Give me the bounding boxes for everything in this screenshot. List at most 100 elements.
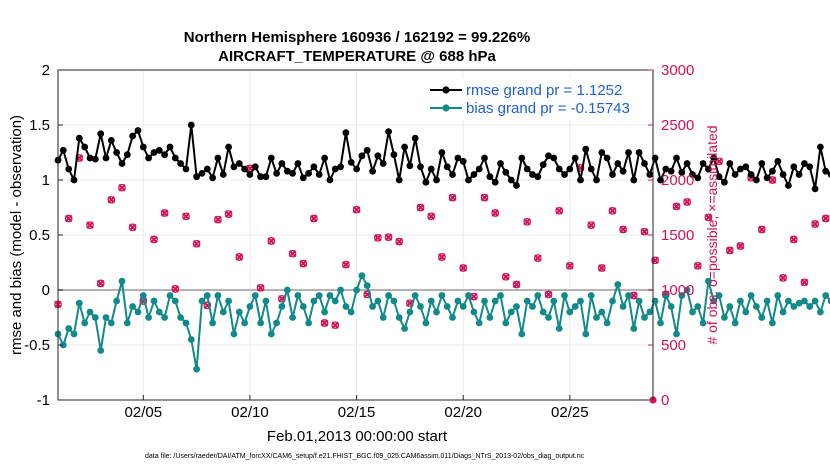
obs-assimilated-marker [288,249,297,258]
rmse-point [294,160,302,167]
rmse-point [502,168,510,176]
rmse-point [278,160,286,167]
obs-assimilated-stroke [374,234,382,242]
obs-possible-marker [672,202,681,211]
bias-point [785,297,792,305]
obs-assimilated-marker [299,259,307,268]
obs-assimilated-marker [96,279,105,288]
bias-point [518,330,526,338]
bias-point [593,314,600,321]
obs-assimilated-marker [726,246,734,255]
y-right-tick-label: 1500 [661,227,694,244]
rmse-point [763,174,771,182]
obs-assimilated-marker [555,207,563,215]
obs-assimilated-marker [150,235,158,244]
bias-point [678,292,686,299]
obs-assimilated-stroke [214,215,222,224]
rmse-point [171,154,179,162]
bias-point [145,314,153,321]
obs-assimilated-marker [438,253,446,261]
rmse-point [91,155,99,163]
obs-assimilated-stroke [182,212,190,221]
rmse-point [438,149,446,156]
rmse-point [566,165,574,173]
x-axis: 02/05 02/10 02/15 02/20 02/25 [125,395,589,421]
rmse-point [427,165,435,173]
obs-assimilated-stroke [107,196,116,204]
bias-point [118,277,126,285]
bias-point [630,325,638,332]
rmse-point [673,154,680,162]
rmse-point [657,176,664,184]
rmse-point [747,171,755,178]
rmse-point [785,182,792,189]
rmse-point [817,143,824,151]
bias-point [97,347,105,354]
rmse-point [230,163,238,171]
obs-possible-marker [619,225,627,234]
rmse-point [193,173,201,181]
obs-assimilated-stroke [310,214,318,223]
obs-assimilated-marker [342,260,350,269]
obs-assimilated-stroke [331,321,339,329]
bias-point [214,292,222,299]
obs-possible-marker [320,319,329,327]
rmse-point [801,160,808,167]
rmse-point [635,149,643,156]
obs-assimilated-stroke [587,221,595,229]
obs-assimilated-stroke [64,214,73,223]
rmse-point [187,121,195,129]
bias-point [795,299,803,307]
obs-assimilated-stroke [672,202,681,211]
bias-point [475,319,483,327]
bias-point [465,292,472,299]
obs-assimilated-marker [566,262,574,270]
rmse-point [337,163,344,171]
x-tick-label: 02/15 [338,404,376,421]
obs-assimilated-marker [128,223,137,232]
bias-point [443,303,451,310]
obs-assimilated-stroke [150,235,158,244]
bias-point [379,314,387,321]
bias-point [449,314,456,321]
bias-point [737,297,744,305]
obs-assimilated-marker [704,213,713,222]
rmse-point [390,151,398,159]
legend-rmse-marker [442,86,450,94]
bias-point [230,330,238,338]
y-right-tick-label: 2500 [661,117,694,134]
obs-assimilated-marker [534,254,542,262]
rmse-point [806,163,814,171]
obs-possible-marker [214,215,222,224]
obs-possible-marker [438,253,446,261]
obs-possible-marker [608,206,617,215]
obs-assimilated-marker [459,264,467,272]
obs-assimilated-stroke [512,280,521,289]
bias-point [406,308,414,316]
rmse-point [219,171,227,178]
rmse-point [123,151,131,159]
obs-assimilated-stroke [502,273,510,281]
obs-possible-marker [736,242,745,250]
bias-point [747,292,755,299]
bias-point [769,319,776,327]
obs-possible-marker [523,217,532,226]
rmse-point [678,168,686,176]
rmse-point [545,152,552,160]
obs-assimilated-stroke [640,227,649,236]
obs-possible-marker [811,220,819,228]
obs-assimilated-stroke [224,210,233,218]
obs-possible-marker [725,246,734,255]
rmse-point [705,165,712,173]
obs-assimilated-stroke [160,209,169,217]
obs-assimilated-stroke [406,299,414,307]
rmse-point [443,163,451,171]
obs-assimilated-marker [640,227,649,236]
bias-point [758,314,766,321]
bias-point [187,336,195,343]
rmse-point [369,167,376,175]
rmse-point [587,165,595,173]
obs-assimilated-stroke [459,264,467,272]
obs-assimilated-stroke [619,225,627,234]
obs-assimilated-marker [86,221,94,229]
